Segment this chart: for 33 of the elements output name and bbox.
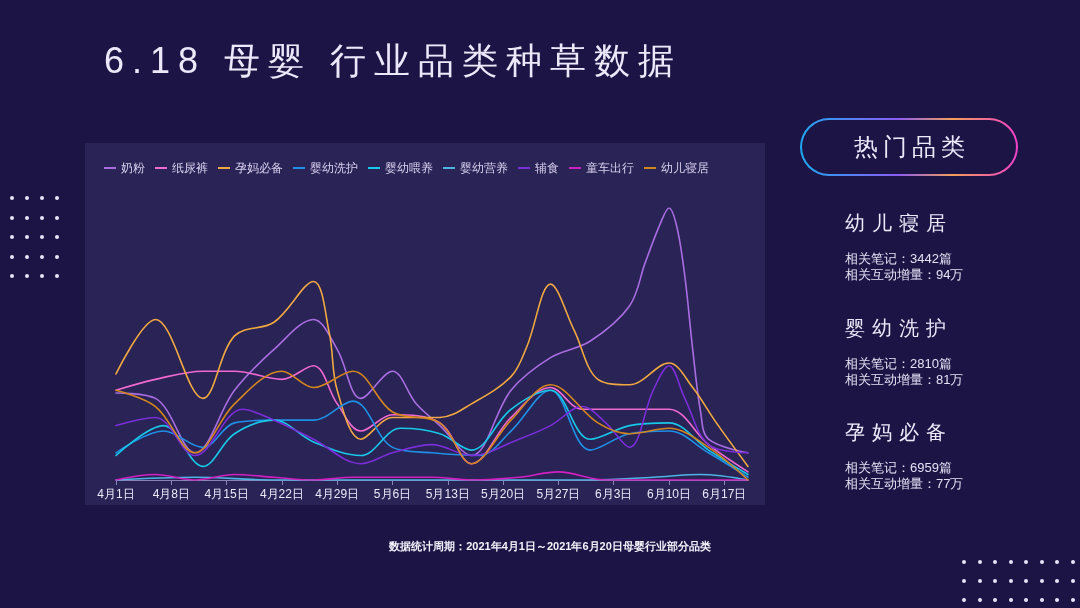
legend-label: 婴幼洗护: [310, 161, 358, 175]
legend-label: 孕妈必备: [235, 161, 283, 175]
category-label: 孕妈必备: [845, 421, 953, 443]
x-tick-label: 4月1日: [97, 487, 135, 501]
legend-label: 婴幼营养: [460, 161, 508, 175]
category-label: 幼儿寝居: [845, 212, 953, 234]
x-tick-label: 4月15日: [204, 487, 249, 501]
text: 数据统计周期：2021年4月1日～2021年6月20日母婴行业部分品类: [389, 540, 711, 552]
legend-label: 幼儿寝居: [661, 161, 709, 175]
x-tick-label: 4月29日: [315, 487, 360, 501]
text: 相关笔记：3442篇: [845, 251, 952, 266]
text: 热门品类: [852, 133, 970, 161]
x-tick-label: 4月22日: [259, 487, 304, 501]
x-tick-label: 5月13日: [425, 487, 470, 501]
x-tick-label: 5月20日: [481, 487, 526, 501]
x-tick-label: 6月17日: [702, 487, 747, 501]
category-label: 婴幼洗护: [845, 316, 953, 339]
chart-title: 6.18 母婴 行业品类种草数据: [104, 40, 683, 81]
legend-label: 奶粉: [121, 161, 145, 175]
legend-label: 童车出行: [586, 161, 634, 175]
x-tick-label: 5月27日: [536, 487, 581, 501]
legend-label: 婴幼喂养: [385, 161, 433, 175]
text: 相关互动增量：94万: [845, 267, 964, 282]
x-tick-label: 4月8日: [152, 487, 190, 501]
text: 相关互动增量：81万: [845, 371, 964, 387]
text: 相关互动增量：77万: [845, 476, 964, 491]
x-tick-label: 6月3日: [595, 487, 633, 501]
text: 相关笔记：6959篇: [845, 460, 952, 475]
legend-label: 纸尿裤: [172, 161, 208, 175]
x-tick-label: 6月10日: [646, 487, 692, 501]
legend-label: 辅食: [535, 161, 559, 175]
x-tick-label: 5月6日: [373, 487, 412, 501]
text: 相关笔记：2810篇: [845, 355, 952, 371]
